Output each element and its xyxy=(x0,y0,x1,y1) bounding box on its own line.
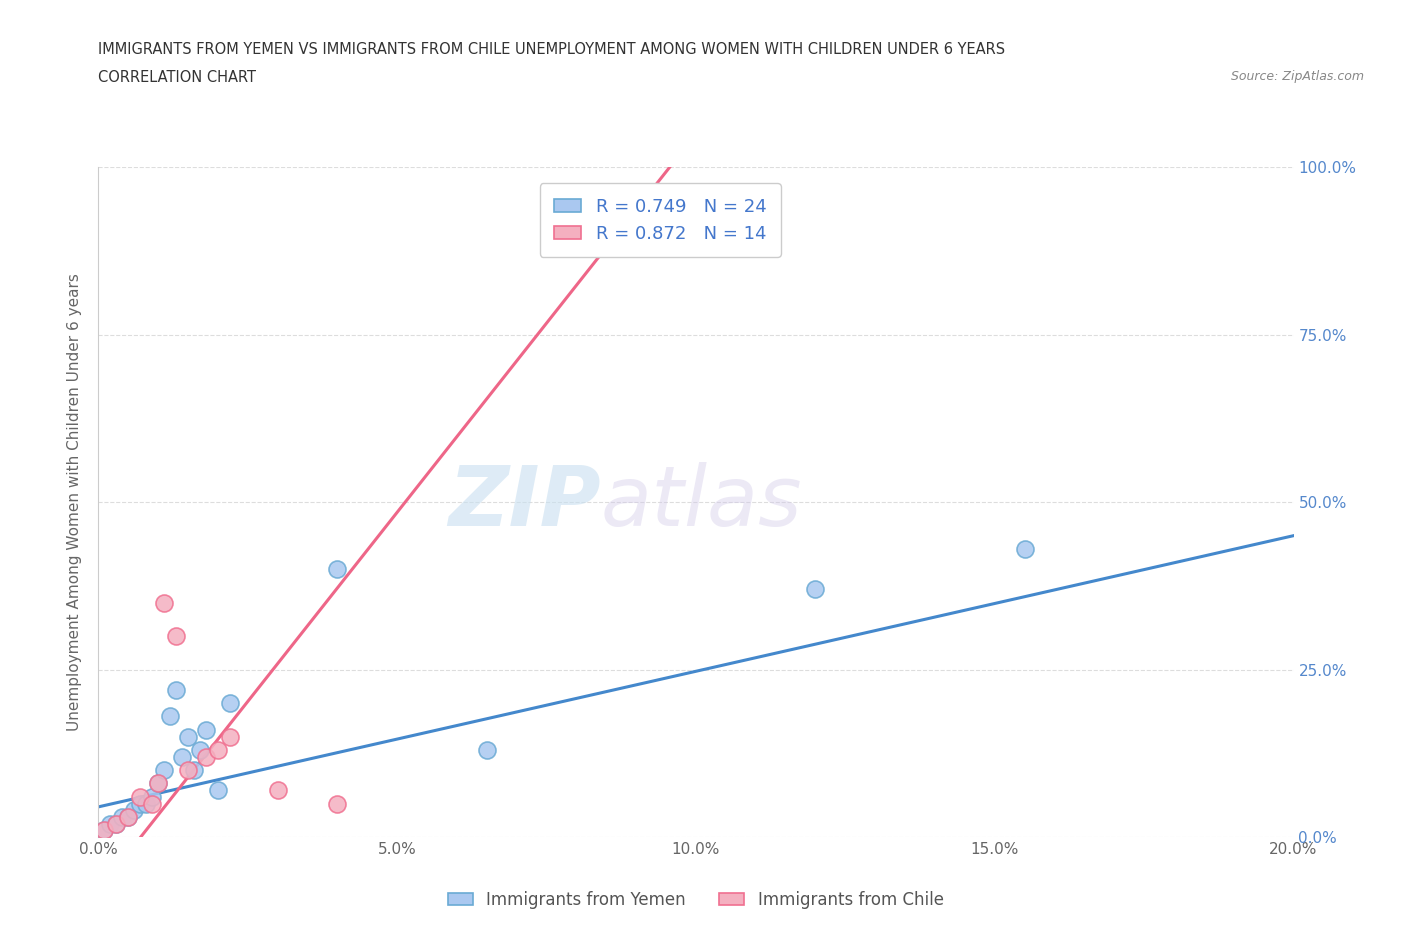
Point xyxy=(177,729,200,744)
Point xyxy=(148,776,170,790)
Point xyxy=(326,796,349,811)
Point xyxy=(148,776,170,790)
Point xyxy=(117,809,139,824)
Point xyxy=(177,763,200,777)
Text: IMMIGRANTS FROM YEMEN VS IMMIGRANTS FROM CHILE UNEMPLOYMENT AMONG WOMEN WITH CHI: IMMIGRANTS FROM YEMEN VS IMMIGRANTS FROM… xyxy=(98,42,1005,57)
Y-axis label: Unemployment Among Women with Children Under 6 years: Unemployment Among Women with Children U… xyxy=(67,273,83,731)
Point xyxy=(93,823,115,838)
Point xyxy=(326,562,349,577)
Point xyxy=(105,817,128,831)
Point xyxy=(267,783,290,798)
Point xyxy=(207,742,229,757)
Point xyxy=(129,796,152,811)
Text: atlas: atlas xyxy=(600,461,801,543)
Point xyxy=(219,729,242,744)
Point xyxy=(195,750,218,764)
Point xyxy=(141,790,163,804)
Point xyxy=(135,796,157,811)
Point xyxy=(207,783,229,798)
Legend: Immigrants from Yemen, Immigrants from Chile: Immigrants from Yemen, Immigrants from C… xyxy=(441,884,950,916)
Text: ZIP: ZIP xyxy=(447,461,600,543)
Point xyxy=(93,823,115,838)
Point xyxy=(117,809,139,824)
Point xyxy=(141,796,163,811)
Point xyxy=(153,763,176,777)
Point xyxy=(172,750,194,764)
Text: CORRELATION CHART: CORRELATION CHART xyxy=(98,70,256,85)
Point xyxy=(1014,541,1036,556)
Point xyxy=(165,629,187,644)
Point xyxy=(159,709,181,724)
Point xyxy=(124,803,146,817)
Text: Source: ZipAtlas.com: Source: ZipAtlas.com xyxy=(1230,70,1364,83)
Point xyxy=(100,817,122,831)
Point xyxy=(105,817,128,831)
Point xyxy=(183,763,205,777)
Point xyxy=(129,790,152,804)
Point xyxy=(111,809,134,824)
Point xyxy=(165,683,187,698)
Point xyxy=(475,742,498,757)
Point xyxy=(153,595,176,610)
Point xyxy=(219,696,242,711)
Point xyxy=(188,742,211,757)
Point xyxy=(195,723,218,737)
Point xyxy=(804,582,827,597)
